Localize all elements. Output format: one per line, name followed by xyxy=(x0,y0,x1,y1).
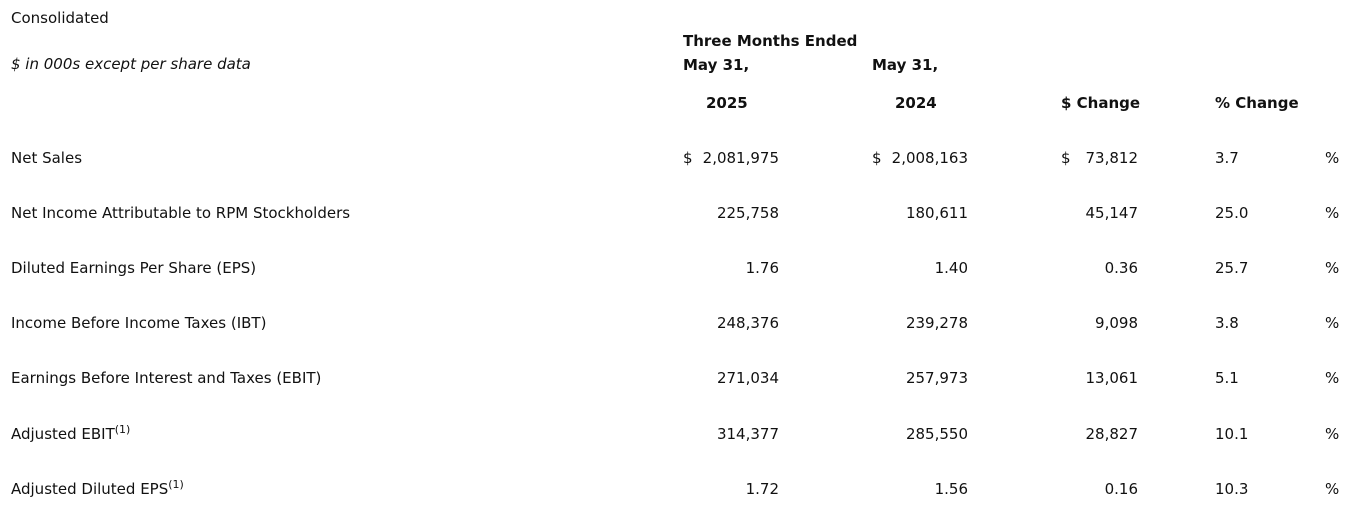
row-label: Income Before Income Taxes (IBT) xyxy=(11,314,267,332)
value-dollar-change: 28,827 xyxy=(1085,425,1139,443)
value-dollar-change: 45,147 xyxy=(1085,204,1139,222)
table-row: Adjusted Diluted EPS(1) 1.72 1.56 0.16 10.3% xyxy=(0,479,1368,499)
period-date-2025: May 31, xyxy=(683,56,750,74)
value-dollar-change: 73,812 xyxy=(1085,149,1139,167)
units-note: $ in 000s except per share data xyxy=(11,55,251,73)
value-dollar-change: 9,098 xyxy=(1095,314,1138,332)
row-label: Net Income Attributable to RPM Stockhold… xyxy=(11,204,351,222)
value-percent-change: 5.1 xyxy=(1215,369,1239,387)
value-2025: 314,377 xyxy=(716,425,779,443)
value-2025: 248,376 xyxy=(716,314,779,332)
percent-sign: % xyxy=(1325,425,1340,443)
value-2024: 257,973 xyxy=(905,369,968,387)
value-2025: 271,034 xyxy=(716,369,779,387)
period-date-2024: May 31, xyxy=(872,56,939,74)
row-label: Net Sales xyxy=(11,149,83,167)
value-2025: 1.72 xyxy=(745,480,779,498)
value-2024: 1.40 xyxy=(934,259,968,277)
table-row: Net Income Attributable to RPM Stockhold… xyxy=(0,203,1368,223)
value-2024: 1.56 xyxy=(934,480,968,498)
currency-change: $ xyxy=(1061,149,1071,167)
value-percent-change: 10.3 xyxy=(1215,480,1249,498)
column-header-2025: 2025 xyxy=(706,94,748,112)
percent-sign: % xyxy=(1325,480,1340,498)
row-label: Diluted Earnings Per Share (EPS) xyxy=(11,259,257,277)
footnote-marker: (1) xyxy=(168,478,184,491)
column-header-2024: 2024 xyxy=(895,94,937,112)
row-label: Adjusted EBIT(1) xyxy=(11,423,131,443)
table-row: Adjusted EBIT(1) 314,377 285,550 28,827 10.1… xyxy=(0,424,1368,444)
percent-sign: % xyxy=(1325,369,1340,387)
percent-sign: % xyxy=(1325,259,1340,277)
value-dollar-change: 13,061 xyxy=(1085,369,1139,387)
value-percent-change: 25.7 xyxy=(1215,259,1249,277)
value-percent-change: 10.1 xyxy=(1215,425,1249,443)
row-label: Earnings Before Interest and Taxes (EBIT… xyxy=(11,369,322,387)
value-2024: 2,008,163 xyxy=(891,149,968,167)
value-dollar-change: 0.36 xyxy=(1104,259,1138,277)
value-2024: 180,611 xyxy=(905,204,968,222)
period-heading: Three Months Ended xyxy=(683,32,858,50)
value-percent-change: 25.0 xyxy=(1215,204,1249,222)
currency-2024: $ xyxy=(872,149,882,167)
value-percent-change: 3.8 xyxy=(1215,314,1239,332)
value-2025: 225,758 xyxy=(716,204,779,222)
percent-sign: % xyxy=(1325,314,1340,332)
row-label: Adjusted Diluted EPS(1) xyxy=(11,478,184,498)
table-row: Income Before Income Taxes (IBT) 248,376 2… xyxy=(0,313,1368,333)
value-2024: 285,550 xyxy=(905,425,968,443)
column-header-dollar-change: $ Change xyxy=(1061,94,1141,112)
value-2025: 1.76 xyxy=(745,259,779,277)
value-2024: 239,278 xyxy=(905,314,968,332)
table-row: Earnings Before Interest and Taxes (EBIT… xyxy=(0,368,1368,388)
value-dollar-change: 0.16 xyxy=(1104,480,1138,498)
table-row: Net Sales $2,081,975 $2,008,163 $73,812 3.7% xyxy=(0,148,1368,168)
table-row: Diluted Earnings Per Share (EPS) 1.76 1.40… xyxy=(0,258,1368,278)
currency-2025: $ xyxy=(683,149,693,167)
consolidated-label: Consolidated xyxy=(11,9,109,27)
percent-sign: % xyxy=(1325,149,1340,167)
value-2025: 2,081,975 xyxy=(702,149,779,167)
column-header-percent-change: % Change xyxy=(1215,94,1299,112)
value-percent-change: 3.7 xyxy=(1215,149,1239,167)
footnote-marker: (1) xyxy=(114,423,131,436)
percent-sign: % xyxy=(1325,204,1340,222)
